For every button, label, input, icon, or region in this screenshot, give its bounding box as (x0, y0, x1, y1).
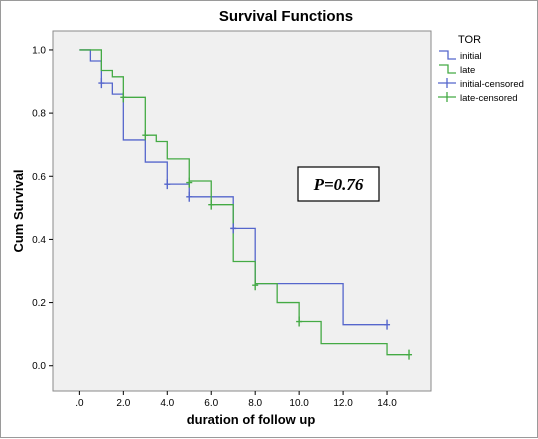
y-tick-label: 1.0 (32, 45, 46, 56)
survival-curve-late (79, 49, 410, 356)
x-tick-label: 12.0 (333, 398, 353, 409)
legend-entries: initial late initial-censored late-censored (438, 50, 524, 104)
censor-mark-late (120, 92, 127, 103)
y-tick-label: 0.2 (32, 298, 46, 309)
legend-swatch (439, 50, 456, 60)
annotation-box (297, 166, 380, 202)
y-tick-label: 0.0 (32, 361, 46, 372)
legend-entry-label: initial (460, 51, 482, 62)
p-value-annotation: P=0.76 (297, 166, 380, 202)
chart-title: Survival Functions (219, 8, 353, 25)
survival-curve-initial (79, 49, 388, 326)
y-tick-label: 0.6 (32, 172, 46, 183)
censor-mark-initial (186, 191, 193, 202)
censor-mark-group (98, 78, 413, 360)
censor-mark-late (186, 177, 193, 188)
annotation-text: P=0.76 (313, 175, 364, 194)
series-group (79, 49, 410, 356)
legend-swatch (439, 64, 456, 74)
y-tick-label: 0.4 (32, 235, 46, 246)
legend-entry-label: late-censored (460, 93, 518, 104)
x-axis-label: duration of follow up (187, 412, 316, 427)
censor-mark-initial (230, 223, 237, 234)
x-tick-label: 10.0 (289, 398, 309, 409)
y-axis-label: Cum Survival (11, 169, 26, 252)
censor-mark-initial (98, 78, 105, 89)
x-tick-label: 2.0 (116, 398, 130, 409)
censor-mark-late (296, 316, 303, 327)
x-tick-label: 14.0 (377, 398, 397, 409)
legend-swatch (438, 92, 456, 102)
tick-group: .0 2.0 4.0 6.0 8.0 10.0 12.0 14.0 0.0 0.2 0.4 0.6 0.… (32, 45, 397, 409)
legend-title: TOR (458, 34, 481, 46)
x-tick-label: 8.0 (248, 398, 262, 409)
censor-mark-late (406, 349, 413, 360)
plot-area (52, 30, 432, 392)
x-tick-label: 4.0 (160, 398, 174, 409)
censor-mark-late (142, 130, 149, 141)
censor-mark-late (208, 199, 215, 210)
censor-mark-initial (384, 319, 391, 330)
legend-entry-label: late (460, 65, 475, 76)
x-tick-label: 6.0 (204, 398, 218, 409)
legend-entry-label: initial-censored (460, 79, 524, 90)
censor-mark-late (252, 280, 259, 291)
censor-mark-initial (164, 179, 171, 190)
y-tick-label: 0.8 (32, 109, 46, 120)
legend-swatch (438, 78, 456, 88)
x-tick-label: .0 (75, 398, 84, 409)
legend: TOR initial late initial-censored late-cens… (438, 34, 524, 104)
